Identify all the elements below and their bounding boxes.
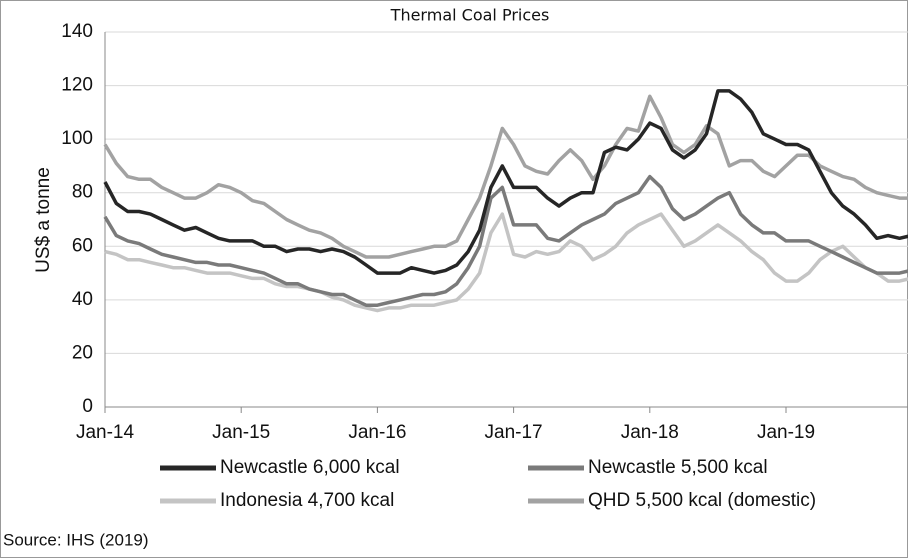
legend-label: Newcastle 6,000 kcal (220, 457, 400, 478)
y-tick-label: 60 (72, 235, 93, 256)
x-tick-label: Jan-16 (348, 422, 406, 443)
x-tick-label: Jan-17 (485, 422, 543, 443)
y-axis-label: US$ a tonne (33, 167, 54, 273)
series-line (103, 174, 908, 307)
series-line (104, 212, 908, 313)
y-tick-label: 80 (72, 182, 93, 203)
x-tick-label: Jan-15 (212, 422, 270, 443)
y-tick-label: 120 (61, 75, 93, 96)
legend-label: Newcastle 5,500 kcal (588, 457, 768, 478)
x-tick-label: Jan-19 (757, 422, 815, 443)
series-line (103, 89, 908, 275)
y-tick-label: 140 (61, 21, 93, 42)
y-tick-label: 40 (72, 289, 93, 310)
y-tick-label: 0 (82, 396, 93, 417)
source: Source: IHS (2019) (3, 530, 149, 549)
series-line (103, 94, 908, 259)
legend-label: Indonesia 4,700 kcal (220, 490, 394, 511)
x-tick-label: Jan-14 (76, 422, 135, 443)
y-tick-label: 20 (72, 342, 93, 363)
x-tick-label: Jan-18 (621, 422, 679, 443)
chart-title: Thermal Coal Prices (390, 6, 550, 25)
y-tick-label: 100 (61, 128, 93, 149)
legend-label: QHD 5,500 kcal (domestic) (588, 490, 816, 511)
